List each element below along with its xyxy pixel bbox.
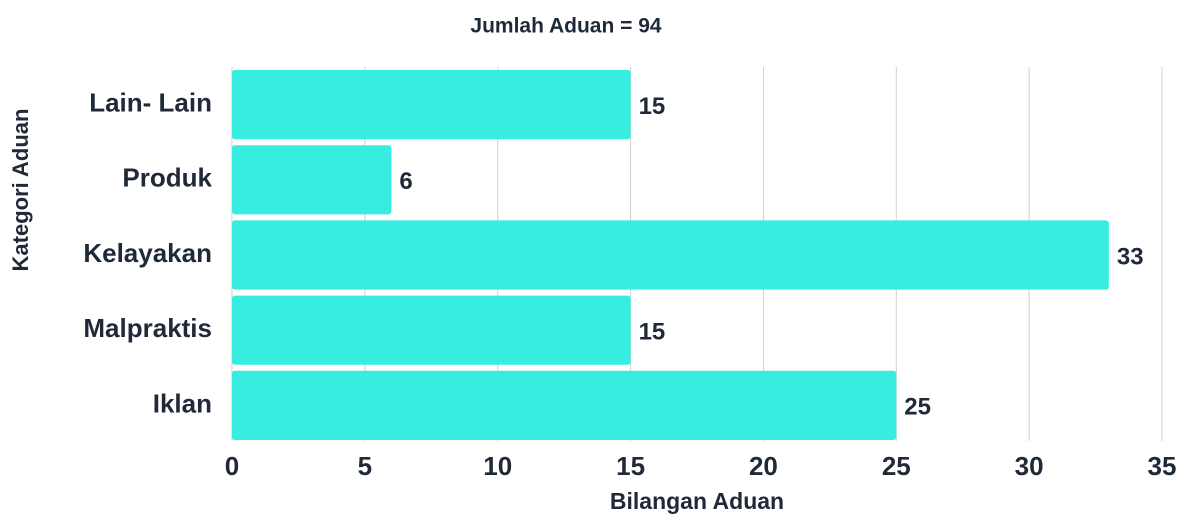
bar (232, 145, 392, 215)
y-axis-label: Kategori Aduan (8, 109, 33, 272)
y-tick-label: Malpraktis (83, 313, 212, 343)
y-tick-label: Iklan (153, 388, 212, 418)
x-tick-label: 35 (1148, 451, 1177, 481)
x-tick-label: 30 (1015, 451, 1044, 481)
chart-title: Jumlah Aduan = 94 (470, 15, 662, 38)
x-tick-label: 25 (882, 451, 911, 481)
bar (232, 220, 1109, 290)
x-tick-label: 0 (225, 451, 239, 481)
x-tick-label: 20 (749, 451, 778, 481)
y-tick-label: Lain- Lain (89, 87, 212, 117)
y-tick-label: Produk (122, 163, 212, 193)
x-tick-label: 5 (358, 451, 372, 481)
value-label: 25 (904, 394, 931, 421)
x-tick-label: 10 (483, 451, 512, 481)
y-tick-label: Kelayakan (83, 238, 212, 268)
value-label: 15 (639, 319, 666, 346)
x-tick-label: 15 (616, 451, 645, 481)
value-label: 33 (1117, 243, 1144, 270)
bar (232, 370, 897, 440)
value-label: 15 (639, 93, 666, 120)
bar (232, 295, 631, 365)
bar (232, 70, 631, 140)
value-label: 6 (399, 168, 412, 195)
x-axis-label: Bilangan Aduan (610, 488, 784, 514)
